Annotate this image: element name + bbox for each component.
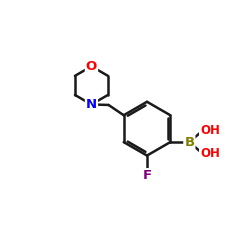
Text: OH: OH [200, 124, 220, 137]
Text: O: O [86, 60, 97, 73]
Text: F: F [142, 169, 152, 182]
Text: N: N [86, 98, 97, 111]
Text: OH: OH [200, 147, 220, 160]
Text: B: B [184, 136, 194, 148]
